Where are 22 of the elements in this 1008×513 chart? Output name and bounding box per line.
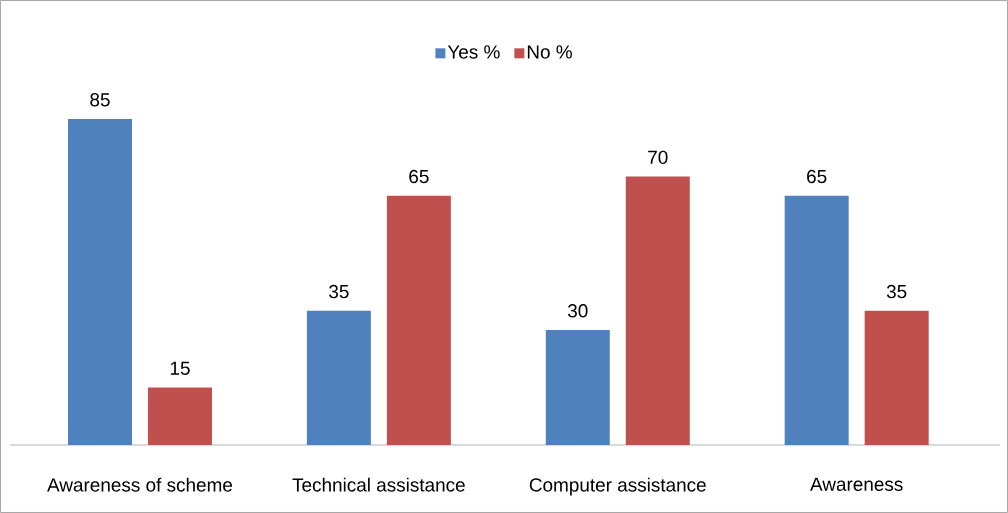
bar [545, 329, 610, 445]
data-label: 15 [170, 361, 190, 375]
bar [386, 195, 451, 445]
x-tick-label: Technical assistance [292, 477, 465, 492]
data-label: 70 [648, 150, 668, 165]
data-label: 85 [90, 93, 110, 107]
data-label: 35 [329, 284, 349, 299]
data-label: 65 [807, 169, 827, 184]
bar [784, 195, 849, 445]
x-tick-label: Awareness of scheme [47, 477, 233, 492]
data-label: 65 [409, 169, 429, 184]
data-label: 30 [567, 304, 588, 318]
bar [147, 387, 212, 445]
x-tick-label: Awareness [810, 477, 903, 491]
bar [864, 310, 929, 445]
legend-label: Yes % [447, 45, 500, 59]
bar [67, 119, 132, 445]
bar [306, 310, 371, 445]
bar [625, 176, 690, 445]
data-label: 35 [886, 284, 907, 299]
legend-label: No % [527, 45, 572, 59]
x-tick-label: Computer assistance [529, 477, 706, 496]
